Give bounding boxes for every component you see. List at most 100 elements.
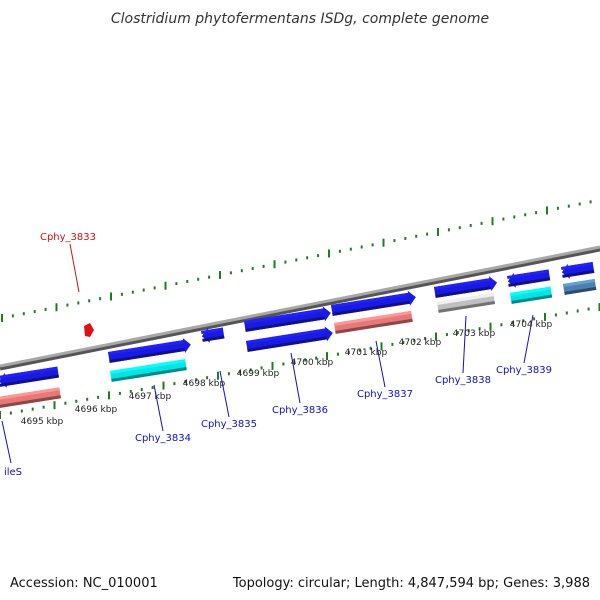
tick-mark xyxy=(576,309,579,313)
gene-next-cds-shade xyxy=(562,269,595,278)
tick-mark xyxy=(533,317,536,321)
tick-mark xyxy=(317,254,320,258)
tick-mark xyxy=(435,332,437,341)
gene-cphy-3838-cds-highlight xyxy=(434,278,490,290)
tick-mark xyxy=(175,282,178,286)
tick-mark xyxy=(336,352,339,356)
tick-mark xyxy=(315,356,318,360)
gene-ileS-rna xyxy=(0,387,61,408)
tick-mark xyxy=(0,411,1,419)
tick-mark xyxy=(140,387,143,391)
gene-features xyxy=(0,262,597,408)
gene-cphy-3835-cds-shade xyxy=(202,335,225,342)
gene-next-feature xyxy=(563,279,597,295)
scale-label: 4700 kbp xyxy=(291,358,334,368)
tick-mark xyxy=(151,386,154,390)
tick-mark xyxy=(33,310,36,314)
gene-cphy-3834-feature xyxy=(110,359,187,382)
tick-mark xyxy=(251,267,254,271)
gene-cphy-3836-cds xyxy=(244,306,331,332)
gene-next-cds-highlight xyxy=(561,262,594,270)
tick-mark xyxy=(522,319,525,323)
gene-cphy-3837-feature xyxy=(334,310,413,334)
gene-ileS-rna-highlight xyxy=(0,387,60,400)
gene-next-feature-shade xyxy=(564,286,597,295)
tick-mark xyxy=(97,395,100,399)
tick-mark xyxy=(240,269,243,273)
gene-label-iles: ileS xyxy=(4,467,22,478)
backbone-line xyxy=(0,245,600,368)
tick-mark xyxy=(173,382,176,386)
tick-mark xyxy=(118,391,121,395)
tick-mark xyxy=(469,224,472,228)
tick-mark xyxy=(424,336,427,340)
genome-backbone xyxy=(0,245,600,371)
tick-mark xyxy=(502,217,505,221)
gene-cphy-3839-feature-shade xyxy=(511,294,553,304)
tick-mark xyxy=(55,303,58,312)
tick-mark xyxy=(437,227,439,236)
gene-cphy-3838-feature-shade xyxy=(438,301,496,313)
tick-mark xyxy=(546,206,548,215)
tick-mark xyxy=(447,228,450,232)
tick-mark xyxy=(186,279,189,283)
gene-cphy-3837-feature-highlight xyxy=(334,310,412,326)
leader-line-cphy-3835 xyxy=(219,370,230,418)
tick-mark xyxy=(369,346,372,350)
tick-mark xyxy=(382,238,385,247)
gene-label-cphy-3839: Cphy_3839 xyxy=(496,365,552,376)
tick-mark xyxy=(75,399,78,403)
leader-line-cphy-3834 xyxy=(153,384,164,432)
gene-cphy-3834-cds-shade xyxy=(109,348,185,363)
tick-mark xyxy=(544,312,546,321)
tick-mark xyxy=(77,301,80,305)
gene-cphy-3834-cds xyxy=(108,338,191,363)
scale-label: 4696 kbp xyxy=(75,405,118,415)
tick-mark xyxy=(489,322,492,331)
gene-labels: Cphy_3833 Cphy_3834 Cphy_3835 Cphy_3836 Cphy… xyxy=(1,232,552,478)
gene-cphy-3836-cds-shade xyxy=(245,316,325,332)
tick-mark xyxy=(42,405,45,409)
gene-cphy-3836-feature xyxy=(246,326,333,352)
tick-mark xyxy=(413,338,416,342)
gene-label-cphy-3837: Cphy_3837 xyxy=(357,389,413,400)
tick-mark xyxy=(238,370,241,374)
gene-cphy-3837-cds-shade xyxy=(332,300,410,316)
gene-label-cphy-3833: Cphy_3833 xyxy=(40,232,96,243)
tick-mark xyxy=(445,333,448,337)
tick-marks xyxy=(0,200,600,419)
tick-mark xyxy=(587,307,590,311)
accession-text: Accession: NC_010001 xyxy=(10,576,158,591)
tick-mark xyxy=(110,292,112,301)
gene-cphy-3834-feature-shade xyxy=(111,367,187,382)
tick-mark xyxy=(142,288,145,292)
tick-mark xyxy=(249,368,252,372)
tick-mark xyxy=(88,299,91,303)
scale-label: 4697 kbp xyxy=(129,392,172,402)
gene-next-cds xyxy=(561,262,595,279)
tick-mark xyxy=(44,307,47,311)
tick-mark xyxy=(565,311,568,315)
leader-line-cphy-3833 xyxy=(69,243,80,293)
tick-mark xyxy=(415,234,418,238)
tick-mark xyxy=(20,409,23,413)
tick-mark xyxy=(66,303,69,307)
tick-mark xyxy=(480,221,483,225)
tick-mark xyxy=(262,264,265,268)
gene-next-feature-highlight xyxy=(563,279,596,287)
scale-label: 4704 kbp xyxy=(510,320,553,330)
tick-mark xyxy=(208,275,211,279)
gene-cphy-3838-cds xyxy=(434,276,498,298)
tick-mark xyxy=(108,391,110,400)
tick-mark xyxy=(393,239,396,243)
leader-line-cphy-3838 xyxy=(462,315,467,374)
gene-cphy-3837-feature-shade xyxy=(335,318,413,334)
tick-mark xyxy=(513,215,516,219)
scale-label: 4701 kbp xyxy=(345,348,388,358)
tick-mark xyxy=(535,211,538,215)
tick-mark xyxy=(491,217,494,226)
tick-mark xyxy=(306,256,309,260)
tick-mark xyxy=(197,277,200,281)
tick-mark xyxy=(554,313,557,317)
